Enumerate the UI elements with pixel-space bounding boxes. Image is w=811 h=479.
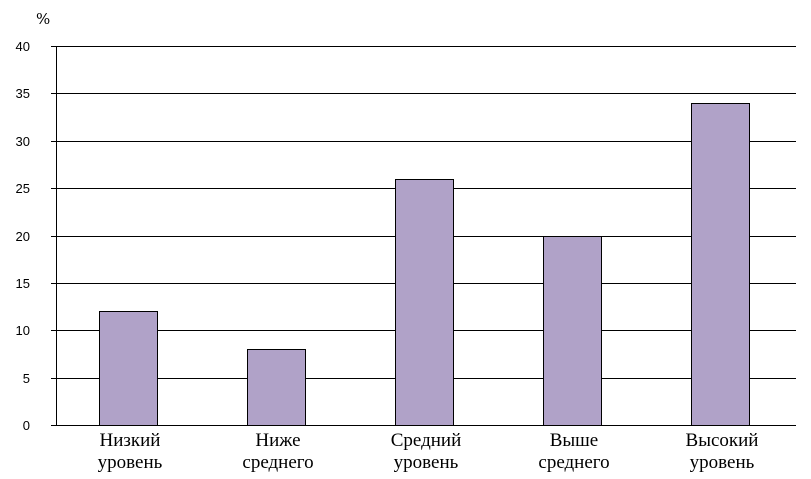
- bar-4: [543, 236, 602, 426]
- x-axis-category-labels: НизкийуровеньНижесреднегоСреднийуровеньВ…: [98, 430, 759, 473]
- y-tick-label: 40: [16, 39, 30, 54]
- y-tick-label: 25: [16, 181, 30, 196]
- y-tick-label: 30: [16, 134, 30, 149]
- x-category-label: Высокий: [686, 430, 759, 451]
- y-tick-label: 35: [16, 86, 30, 101]
- bars: [99, 103, 750, 426]
- x-category-label: среднего: [242, 452, 313, 473]
- x-category-label: уровень: [394, 452, 459, 473]
- x-category-label: Средний: [391, 430, 462, 451]
- y-tick-label: 5: [23, 371, 30, 386]
- x-category-label: Ниже: [255, 430, 300, 451]
- y-axis-unit-label: %: [36, 10, 50, 28]
- x-category-label: уровень: [98, 452, 163, 473]
- y-axis-ticks: 0 5 10 15 20 25 30 35 40: [16, 39, 56, 433]
- bar-1: [99, 311, 158, 426]
- y-tick-label: 15: [16, 276, 30, 291]
- bar-2: [247, 349, 306, 426]
- axes: [51, 46, 796, 426]
- bar-5: [691, 103, 750, 426]
- x-category-label: среднего: [538, 452, 609, 473]
- y-tick-label: 10: [16, 323, 30, 338]
- bar-3: [395, 179, 454, 426]
- x-category-label: Низкий: [100, 430, 161, 451]
- x-category-label: Выше: [550, 430, 599, 451]
- y-tick-label: 20: [16, 229, 30, 244]
- y-tick-label: 0: [23, 418, 30, 433]
- x-category-label: уровень: [690, 452, 755, 473]
